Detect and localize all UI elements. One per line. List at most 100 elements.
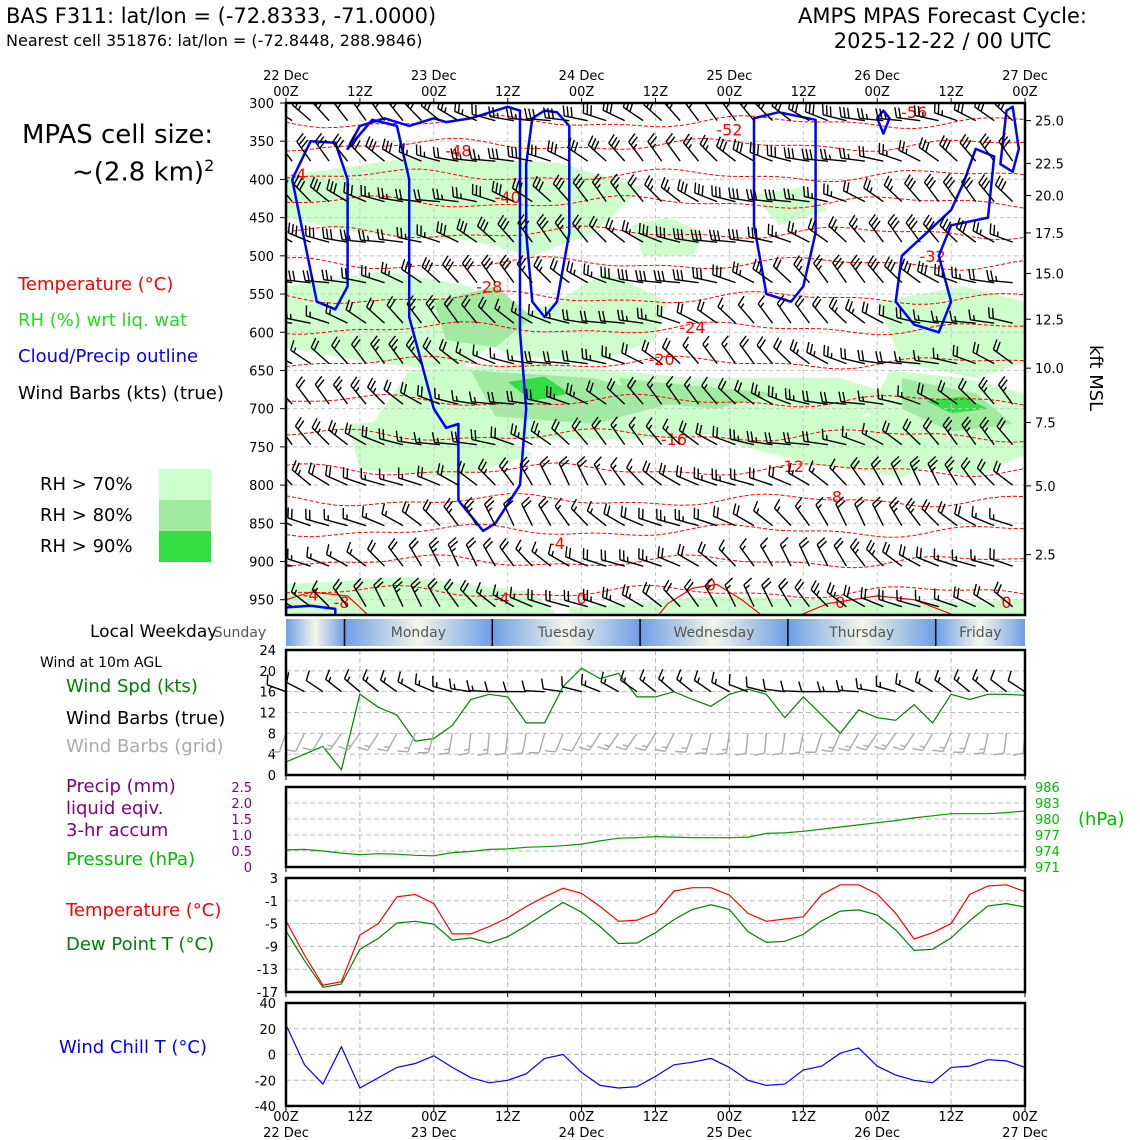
grid-barb-102-half	[900, 744, 906, 748]
xs-wind-barb-288	[416, 384, 441, 405]
xs-wind-barb-283	[332, 375, 349, 405]
true-barb-96	[855, 678, 878, 693]
xs-wind-barb-136-half	[577, 225, 582, 231]
xs-wind-barb-228-staff	[794, 303, 811, 324]
xs-wind-barb-75-flag	[918, 137, 924, 148]
xs-wind-barb-137-flag	[588, 215, 595, 226]
xs-wind-barb-321-flag	[294, 417, 302, 427]
xs-wind-barb-246-half	[393, 346, 398, 352]
true-barb-42-staff	[524, 689, 545, 693]
xs-wind-barb-204-flag	[345, 299, 350, 310]
xs-wind-barb-74-flag	[901, 141, 906, 153]
grid-barb-18-half	[384, 745, 390, 749]
xs-wind-barb-325-flag	[361, 425, 364, 436]
xs-top-hour-9: 12Z	[938, 85, 964, 100]
true-barb-84-staff	[783, 690, 804, 693]
grid-barb-93	[838, 732, 860, 752]
xs-wind-barb-259-flag	[621, 342, 625, 353]
weekday-name-3: Wednesday	[673, 625, 754, 641]
xs-wind-barb-153-flag	[892, 220, 900, 230]
xs-wind-barb-167-flag	[404, 261, 409, 272]
xs-wind-barb-346-flag	[750, 431, 754, 442]
true-barb-102	[895, 673, 915, 693]
xs-wind-barb-56-flag	[567, 137, 572, 148]
xs-pressure-label-550: 550	[249, 288, 274, 303]
grid-barb-69	[695, 733, 712, 755]
xs-wind-barb-247-flag	[408, 339, 416, 349]
xs-wind-barb-466-flag	[760, 537, 769, 546]
xs-wind-barb-302-half	[686, 383, 691, 389]
xs-wind-barb-184	[712, 264, 736, 284]
xs-wind-barb-168-flag	[424, 259, 431, 270]
xs-wind-barb-118-flag	[978, 174, 986, 184]
xs-wind-barb-97-flag	[594, 176, 602, 186]
xs-wind-barb-357-half	[966, 427, 971, 432]
xs-wind-barb-80-staff	[286, 192, 293, 203]
true-barb-96-half	[860, 683, 863, 690]
xs-wind-barb-410-flag	[464, 496, 473, 506]
xs-wind-barb-56-flag	[573, 142, 579, 153]
xs-wind-barb-296-staff	[566, 392, 589, 405]
xs-wind-barb-90-flag	[451, 186, 455, 197]
xs-wind-barb-209-flag	[443, 294, 452, 305]
xs-wind-barb-458-staff	[601, 559, 625, 567]
bottom-hour-5: 12Z	[643, 1110, 669, 1125]
xs-wind-barb-31-flag	[842, 107, 846, 118]
xs-wind-barb-115	[923, 173, 940, 203]
xs-wind-barb-45-flag	[365, 136, 371, 147]
xs-wind-barb-333-flag	[513, 425, 518, 436]
xs-wind-barb-88-flag	[417, 189, 421, 201]
xs-wind-barb-108-flag	[783, 188, 787, 199]
xs-wind-barb-139	[621, 219, 644, 243]
xs-wind-barb-405-flag	[361, 506, 365, 517]
xs-wind-barb-149-flag	[807, 218, 813, 229]
xs-wind-barb-121-flag	[291, 224, 294, 235]
true-barb-105-flag	[914, 671, 919, 682]
xs-wind-barb-304-flag	[717, 377, 724, 388]
xs-wind-barb-187-flag	[772, 256, 779, 267]
xs-wind-barb-144-flag	[708, 229, 713, 241]
xs-wind-barb-237-staff	[951, 320, 976, 324]
xs-top-date-10: 27 Dec	[1002, 69, 1048, 84]
xs-wind-barb-61-flag	[667, 136, 676, 146]
xs-wind-barb-103-flag	[697, 183, 701, 195]
xs-kft-label-8: 5.0	[1035, 480, 1056, 495]
xs-wind-barb-152-flag	[868, 214, 876, 224]
xs-wind-barb-447-flag	[410, 540, 419, 550]
xs-wind-barb-135-half	[559, 224, 564, 230]
xs-wind-barb-38	[973, 103, 995, 122]
xs-wind-barb-223-flag	[700, 301, 705, 312]
xs-wind-barb-337	[591, 416, 607, 446]
xs-wind-barb-152-flag	[873, 220, 881, 230]
xs-wind-barb-64	[715, 136, 736, 162]
xs-wind-barb-250-half	[458, 348, 462, 354]
xs-wind-barb-387-staff	[768, 475, 792, 486]
xs-wind-barb-147-staff	[768, 233, 792, 243]
xs-wind-barb-474-flag	[902, 546, 906, 557]
xs-wind-barb-427-half	[776, 506, 781, 512]
true-barb-108-flag	[934, 669, 940, 681]
legend-temperature: Temperature (°C)	[18, 274, 174, 295]
xs-wind-barb-217-flag	[583, 310, 588, 322]
xs-wind-barb-436-flag	[940, 503, 946, 514]
xs-wind-barb-328-half	[418, 437, 421, 443]
xs-wind-barb-425-flag	[736, 505, 740, 516]
xs-wind-barb-449-half	[451, 547, 457, 553]
xs-wind-barb-144-flag	[716, 230, 721, 241]
cell-size-line1: MPAS cell size:	[22, 120, 214, 150]
xs-wind-barb-157-flag	[955, 217, 961, 229]
xs-wind-barb-189-staff	[813, 262, 829, 284]
xs-wind-barb-39-flag	[997, 103, 1001, 108]
xs-wind-barb-105-flag	[736, 188, 739, 200]
xs-wind-barb-285	[366, 377, 386, 405]
xs-wind-barb-46-flag	[385, 140, 390, 152]
xs-wind-barb-15-flag	[546, 107, 551, 119]
xs-wind-barb-472-flag	[868, 542, 875, 553]
xs-wind-barb-67	[766, 144, 792, 162]
xs-wind-barb-216	[561, 309, 588, 324]
xs-wind-barb-192-flag	[872, 261, 880, 271]
xs-wind-barb-393-flag	[892, 459, 902, 468]
xs-wind-barb-498-flag	[601, 586, 605, 598]
true-barb-117	[990, 669, 1007, 693]
xs-wind-barb-282-flag	[317, 379, 325, 389]
